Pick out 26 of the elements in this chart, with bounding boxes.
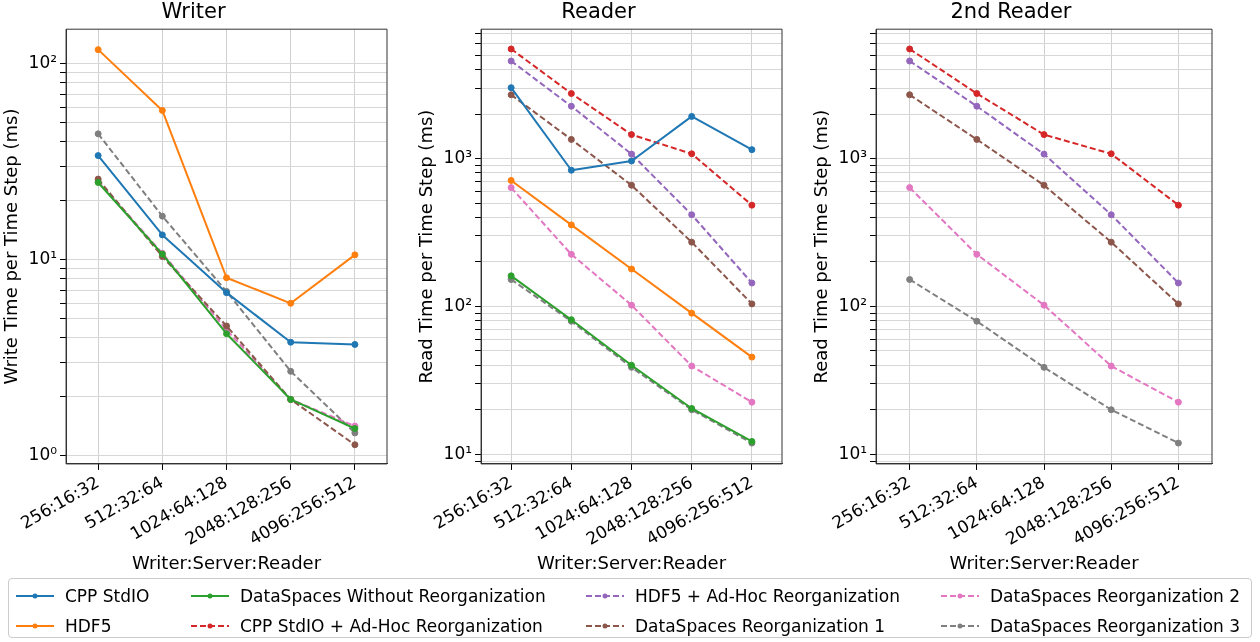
chart-title: Reader <box>561 0 637 24</box>
y-tick-label: 10¹ <box>28 248 58 269</box>
legend-label: HDF5 + Ad-Hoc Reorganization <box>635 586 900 606</box>
x-axis-title: Writer:Server:Reader <box>949 551 1140 573</box>
y-tick-label: 10¹ <box>838 442 868 463</box>
x-axis-title: Writer:Server:Reader <box>131 551 322 573</box>
legend-label: DataSpaces Reorganization 3 <box>990 616 1241 636</box>
chart-title: Writer <box>161 0 226 24</box>
y-tick-label: 10³ <box>838 146 868 167</box>
y-axis-title: Write Time per Time Step (ms) <box>0 108 22 385</box>
y-axis-title: Read Time per Time Step (ms) <box>810 109 832 384</box>
legend-label: HDF5 <box>65 616 112 636</box>
y-tick-label: 10² <box>28 52 58 73</box>
legend-label: DataSpaces Reorganization 1 <box>635 616 886 636</box>
y-tick-label: 10¹ <box>443 442 473 463</box>
legend-label: CPP StdIO + Ad-Hoc Reorganization <box>240 616 543 636</box>
y-tick-label: 10⁰ <box>28 444 58 465</box>
chart-title: 2nd Reader <box>950 0 1072 24</box>
legend-label: CPP StdIO <box>65 586 150 606</box>
x-axis-title: Writer:Server:Reader <box>536 551 727 573</box>
legend-label: DataSpaces Without Reorganization <box>240 586 546 606</box>
legend-label: DataSpaces Reorganization 2 <box>990 586 1241 606</box>
y-tick-label: 10³ <box>443 146 473 167</box>
y-tick-label: 10² <box>838 294 868 315</box>
y-tick-label: 10² <box>443 294 473 315</box>
y-axis-title: Read Time per Time Step (ms) <box>415 109 437 384</box>
